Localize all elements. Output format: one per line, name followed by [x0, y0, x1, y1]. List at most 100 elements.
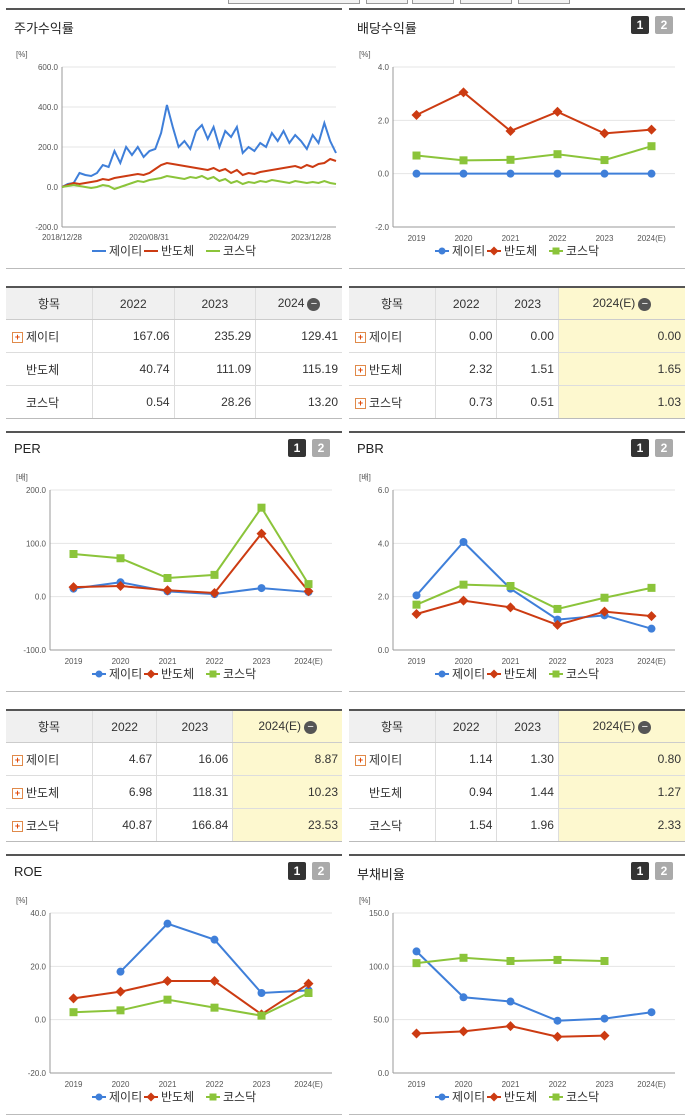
x-tick-label: 2024(E)	[294, 657, 323, 666]
collapse-icon[interactable]: −	[304, 720, 318, 734]
data-point	[438, 1093, 446, 1101]
view-1-button[interactable]: 1	[631, 16, 649, 34]
x-tick-label: 2020	[455, 1080, 473, 1089]
data-point	[210, 1003, 219, 1012]
column-header: 항목	[37, 720, 61, 734]
table-cell: 0.51	[496, 385, 559, 418]
data-point	[506, 997, 515, 1006]
data-point	[552, 1093, 560, 1101]
view-1-button[interactable]: 1	[631, 862, 649, 880]
y-tick-label: 200.0	[38, 143, 59, 152]
y-tick-label: 0.0	[35, 593, 47, 602]
expand-icon[interactable]: +	[355, 754, 366, 766]
collapse-icon[interactable]: −	[307, 297, 321, 311]
view-2-button[interactable]: 2	[312, 862, 330, 880]
y-tick-label: 100.0	[369, 962, 390, 971]
row-label: + 제이티	[349, 742, 436, 776]
view-2-button[interactable]: 2	[312, 439, 330, 457]
top-tab[interactable]	[518, 0, 570, 4]
x-tick-label: 2023	[253, 657, 271, 666]
legend-label: 제이티	[452, 244, 485, 258]
row-label: 코스닥	[349, 809, 436, 842]
expand-icon[interactable]: +	[12, 754, 23, 766]
table-row: + 반도체 2.32 1.51 1.65	[349, 352, 685, 386]
table-cell: 1.14	[434, 742, 497, 776]
expand-icon[interactable]: +	[12, 787, 23, 799]
data-point	[412, 151, 421, 160]
x-tick-label: 2020	[455, 234, 473, 243]
row-name: 제이티	[369, 752, 403, 767]
data-point	[506, 582, 515, 590]
data-point	[412, 591, 421, 600]
view-2-button[interactable]: 2	[655, 16, 673, 34]
data-point	[459, 156, 468, 165]
top-tab[interactable]	[412, 0, 454, 4]
x-tick-label: 2020	[455, 657, 473, 666]
top-tab[interactable]	[366, 0, 408, 4]
row-name: 제이티	[26, 329, 60, 344]
column-header: 2023	[514, 719, 541, 734]
expand-icon[interactable]: +	[355, 397, 366, 409]
y-tick-label: 0.0	[378, 646, 390, 655]
view-1-button[interactable]: 1	[288, 439, 306, 457]
column-header: 2024	[277, 296, 305, 311]
table-cell: 0.00	[434, 319, 497, 353]
data-point	[599, 128, 610, 139]
y-tick-label: 600.0	[38, 63, 59, 72]
dividend-table: 항목 2022 2023 2024(E) − + 제이티 0.00 0.00 0.00 + 반도체 2.…	[349, 286, 685, 419]
collapse-icon[interactable]: −	[638, 720, 652, 734]
data-point	[600, 957, 609, 965]
panel-title: 배당수익률	[357, 21, 417, 36]
legend-label: 제이티	[109, 1090, 142, 1104]
y-tick-label: 150.0	[369, 909, 390, 918]
pbr-chart: [배] 6.0 4.0 2.0 0.0 2019 2020 2021 2022 2023 2024(…	[359, 473, 675, 681]
table-cell: 129.41	[255, 319, 342, 353]
table-header-row: 항목 2022 2023 2024(E) −	[349, 288, 685, 320]
y-tick-label: 400.0	[38, 103, 59, 112]
expand-icon[interactable]: +	[12, 331, 23, 343]
column-header: 2022	[452, 296, 480, 311]
expand-icon[interactable]: +	[355, 331, 366, 343]
legend-label: 코스닥	[223, 244, 256, 258]
data-point	[210, 570, 219, 579]
data-point	[647, 583, 656, 592]
dividend-chart: [%] 4.0 2.0 0.0 -2.0 2019 2020 2021 2022 2023 2024…	[359, 50, 675, 258]
data-point	[304, 580, 313, 589]
x-tick-label: 2023	[253, 1080, 271, 1089]
data-point	[489, 246, 499, 256]
row-label: 반도체	[349, 775, 436, 809]
data-point	[458, 595, 469, 606]
collapse-icon[interactable]: −	[638, 297, 652, 311]
data-point	[116, 967, 125, 976]
view-1-button[interactable]: 1	[288, 862, 306, 880]
expand-icon[interactable]: +	[355, 364, 366, 376]
table-row: + 제이티 4.67 16.06 8.87	[6, 742, 342, 776]
top-tab[interactable]	[228, 0, 360, 4]
table-cell: 1.51	[496, 352, 559, 386]
legend-label: 반도체	[161, 667, 194, 681]
view-2-button[interactable]: 2	[655, 862, 673, 880]
data-point	[647, 1008, 656, 1017]
view-1-button[interactable]: 1	[631, 439, 649, 457]
column-header: 2024(E)	[258, 719, 302, 734]
table-header-row: 항목 2022 2023 2024−	[6, 288, 342, 320]
row-label: + 제이티	[349, 319, 436, 353]
view-2-button[interactable]: 2	[655, 439, 673, 457]
column-header: 2022	[119, 296, 147, 311]
x-tick-label: 2019	[408, 657, 426, 666]
series-line	[73, 505, 310, 585]
y-tick-label: -20.0	[28, 1069, 47, 1078]
table-cell: 0.00	[496, 319, 559, 353]
stock-return-panel: 주가수익률 [%] 600.0 400.0 200.0 0.0 -200.0 2018/12…	[6, 8, 342, 269]
x-tick-label: 2022	[549, 657, 567, 666]
y-tick-label: -200.0	[35, 223, 58, 232]
expand-icon[interactable]: +	[12, 820, 23, 832]
data-point	[552, 1031, 563, 1042]
table-cell: 111.09	[173, 352, 256, 386]
stock-return-table: 항목 2022 2023 2024− + 제이티 167.06 235.29 129.41 반도체…	[6, 286, 342, 419]
top-tab[interactable]	[460, 0, 512, 4]
x-tick-label: 2021	[502, 657, 520, 666]
data-point	[69, 1008, 78, 1017]
